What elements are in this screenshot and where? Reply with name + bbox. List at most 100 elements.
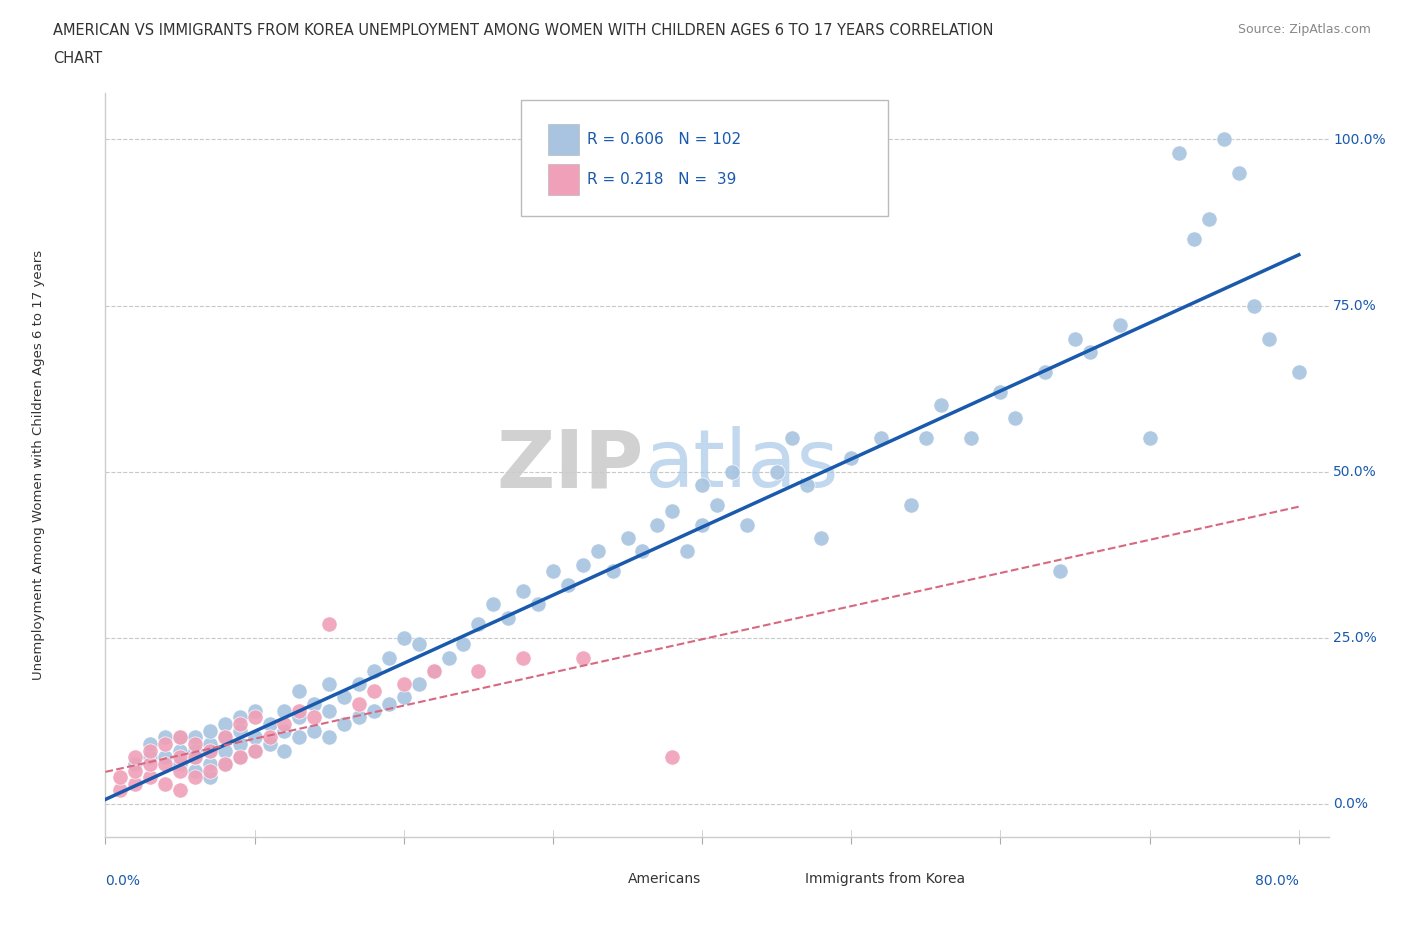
Point bbox=[153, 777, 176, 791]
Point bbox=[392, 677, 415, 692]
Point bbox=[243, 743, 266, 758]
Point bbox=[243, 743, 266, 758]
Text: 0.0%: 0.0% bbox=[1333, 797, 1368, 811]
Point bbox=[198, 743, 221, 758]
Point bbox=[631, 544, 654, 559]
Point bbox=[169, 756, 191, 771]
Point bbox=[184, 750, 207, 764]
Point bbox=[259, 730, 281, 745]
Point bbox=[243, 730, 266, 745]
Text: 80.0%: 80.0% bbox=[1256, 873, 1299, 887]
Point bbox=[304, 724, 326, 738]
Text: Immigrants from Korea: Immigrants from Korea bbox=[806, 872, 966, 886]
Point bbox=[1213, 132, 1236, 147]
Point bbox=[318, 617, 340, 631]
Text: ZIP: ZIP bbox=[496, 426, 644, 504]
Point bbox=[124, 764, 146, 778]
Point bbox=[214, 756, 236, 771]
Point bbox=[169, 730, 191, 745]
Point bbox=[243, 703, 266, 718]
Point bbox=[214, 730, 236, 745]
Point bbox=[214, 743, 236, 758]
Text: Unemployment Among Women with Children Ages 6 to 17 years: Unemployment Among Women with Children A… bbox=[32, 250, 45, 680]
Point bbox=[467, 617, 489, 631]
Point bbox=[288, 703, 311, 718]
Point bbox=[378, 697, 401, 711]
Point bbox=[318, 677, 340, 692]
Text: AMERICAN VS IMMIGRANTS FROM KOREA UNEMPLOYMENT AMONG WOMEN WITH CHILDREN AGES 6 : AMERICAN VS IMMIGRANTS FROM KOREA UNEMPL… bbox=[53, 23, 994, 38]
Point bbox=[184, 743, 207, 758]
Point bbox=[392, 690, 415, 705]
Point bbox=[198, 756, 221, 771]
Point bbox=[512, 650, 534, 665]
Point bbox=[647, 517, 669, 532]
Point bbox=[422, 663, 444, 678]
Point bbox=[228, 717, 250, 732]
Point bbox=[139, 756, 162, 771]
Point bbox=[273, 717, 295, 732]
Point bbox=[706, 498, 728, 512]
Point bbox=[363, 703, 385, 718]
Text: Americans: Americans bbox=[627, 872, 702, 886]
Point bbox=[288, 684, 311, 698]
Point bbox=[198, 764, 221, 778]
Point bbox=[333, 690, 356, 705]
Point bbox=[392, 631, 415, 645]
Point bbox=[169, 783, 191, 798]
Point bbox=[153, 756, 176, 771]
Point bbox=[228, 710, 250, 724]
Point bbox=[467, 663, 489, 678]
FancyBboxPatch shape bbox=[772, 869, 799, 891]
Text: R = 0.606   N = 102: R = 0.606 N = 102 bbox=[588, 132, 741, 147]
Point bbox=[1139, 431, 1161, 445]
Point bbox=[347, 710, 370, 724]
Point bbox=[124, 777, 146, 791]
Point bbox=[690, 477, 713, 492]
Point bbox=[139, 743, 162, 758]
Point bbox=[1198, 212, 1220, 227]
Point bbox=[780, 431, 803, 445]
Point bbox=[304, 710, 326, 724]
Point bbox=[378, 650, 401, 665]
Point bbox=[422, 663, 444, 678]
Text: 50.0%: 50.0% bbox=[1333, 465, 1376, 479]
Point bbox=[1184, 232, 1206, 246]
Point bbox=[1243, 299, 1265, 313]
Point bbox=[273, 703, 295, 718]
Point bbox=[496, 610, 519, 625]
Point bbox=[1108, 318, 1130, 333]
Point bbox=[572, 557, 595, 572]
Point bbox=[527, 597, 550, 612]
Point bbox=[198, 743, 221, 758]
Point bbox=[184, 764, 207, 778]
Point bbox=[453, 637, 475, 652]
Point bbox=[572, 650, 595, 665]
Point bbox=[139, 737, 162, 751]
Point bbox=[228, 737, 250, 751]
Point bbox=[124, 756, 146, 771]
Point bbox=[408, 637, 430, 652]
Point bbox=[929, 398, 952, 413]
Point bbox=[1168, 145, 1191, 160]
Point bbox=[690, 517, 713, 532]
Point bbox=[661, 504, 683, 519]
Point bbox=[124, 750, 146, 764]
Point bbox=[512, 584, 534, 599]
Point bbox=[169, 743, 191, 758]
Point bbox=[184, 770, 207, 785]
Point bbox=[198, 770, 221, 785]
Point bbox=[408, 677, 430, 692]
Point bbox=[363, 684, 385, 698]
Point bbox=[735, 517, 758, 532]
Point bbox=[228, 724, 250, 738]
Point bbox=[184, 730, 207, 745]
Text: 75.0%: 75.0% bbox=[1333, 299, 1376, 312]
Point bbox=[228, 750, 250, 764]
Point bbox=[557, 578, 579, 592]
Point bbox=[363, 663, 385, 678]
Point bbox=[228, 750, 250, 764]
Point bbox=[482, 597, 505, 612]
FancyBboxPatch shape bbox=[548, 124, 579, 154]
Point bbox=[586, 544, 609, 559]
Point bbox=[288, 710, 311, 724]
